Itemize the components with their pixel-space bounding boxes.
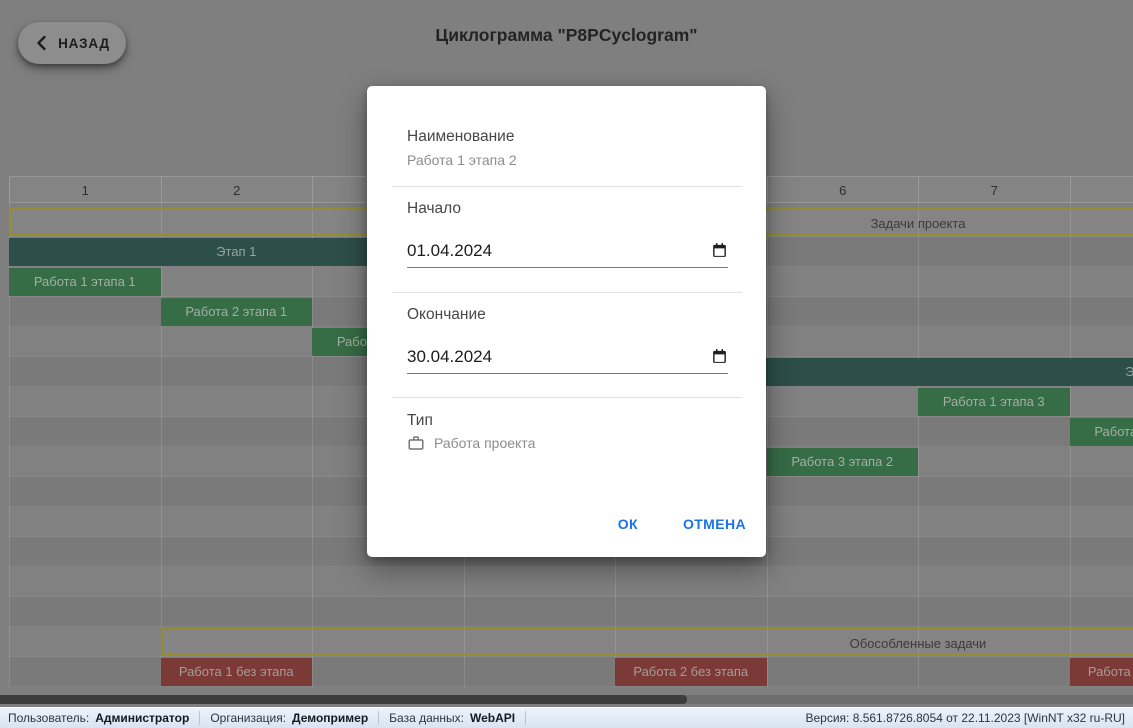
status-items: Пользователь: Администратор Организация: Де… (0, 708, 527, 728)
status-item: База данных: WebAPI (379, 711, 527, 725)
gantt-bar-nostage[interactable]: Работа 1 без этапа (160, 658, 312, 686)
column-header: 7 (918, 176, 1070, 203)
type-field-value: Работа проекта (434, 435, 536, 451)
grid-line (312, 176, 313, 687)
type-field-label: Тип (407, 412, 433, 429)
end-date-value[interactable]: 30.04.2024 (407, 346, 493, 366)
gantt-bar-work[interactable]: Работа 1 этапа 1 (9, 268, 161, 296)
status-item: Пользователь: Администратор (0, 711, 201, 725)
grid-row (9, 567, 1133, 597)
version-text: Версия: 8.561.8726.8054 от 22.11.2023 [W… (805, 711, 1125, 725)
start-date-label: Начало (407, 200, 462, 217)
chevron-left-icon (37, 35, 46, 51)
divider (392, 292, 742, 293)
gantt-bar-nostage[interactable]: Работа 2 без этапа (615, 658, 767, 686)
status-item-label: База данных: (389, 711, 464, 725)
divider (392, 186, 742, 187)
start-date-input[interactable]: 01.04.2024 (407, 234, 728, 268)
grid-line (9, 176, 10, 687)
calendar-icon[interactable] (711, 348, 728, 365)
cancel-button[interactable]: ОТМЕНА (681, 510, 748, 538)
horizontal-scrollbar-thumb[interactable] (0, 695, 687, 704)
grid-row (9, 597, 1133, 627)
end-date-label: Окончание (407, 306, 486, 323)
column-header: 2 (160, 176, 312, 203)
status-item-value: WebAPI (469, 711, 516, 725)
divider (392, 397, 742, 398)
end-date-input[interactable]: 30.04.2024 (407, 340, 728, 374)
name-field-value: Работа 1 этапа 2 (407, 152, 517, 168)
gantt-bar-summary[interactable]: Обособленные задачи (160, 628, 1133, 656)
status-item-label: Пользователь: (8, 711, 90, 725)
gantt-bar-work[interactable]: Работа 2 этапа 3 (1069, 418, 1133, 446)
status-item-value: Администратор (95, 711, 190, 725)
briefcase-icon (408, 436, 424, 450)
status-bar: Пользователь: Администратор Организация: Де… (0, 707, 1133, 728)
status-item: Организация: Демопример (200, 711, 380, 725)
task-edit-dialog: Наименование Работа 1 этапа 2 Начало 01.… (367, 86, 766, 557)
ok-button[interactable]: ОК (616, 510, 640, 538)
status-item-label: Организация: (210, 711, 287, 725)
page-title: Циклограмма "P8PCyclogram" (435, 25, 698, 45)
back-button[interactable]: НАЗАД (18, 22, 126, 64)
status-item-value: Демопример (292, 711, 369, 725)
grid-line (918, 176, 919, 687)
column-header: 1 (9, 176, 161, 203)
grid-line (766, 176, 768, 687)
grid-row (9, 627, 1133, 657)
name-field-label: Наименование (407, 128, 515, 145)
gantt-bar-nostage[interactable]: Работа 3 без этапа (1069, 658, 1133, 686)
calendar-icon[interactable] (711, 242, 728, 259)
grid-line (160, 176, 162, 687)
gantt-bar-work[interactable]: Работа 2 этапа 1 (160, 298, 312, 326)
column-header (1069, 176, 1133, 203)
back-button-label: НАЗАД (58, 35, 110, 51)
dialog-actions: ОК ОТМЕНА (616, 510, 748, 538)
type-field[interactable]: Работа проекта (407, 434, 535, 452)
gantt-bar-work[interactable]: Работа 1 этапа 3 (918, 388, 1070, 416)
column-header: 6 (766, 176, 918, 203)
gantt-bar-work[interactable]: Работа 3 этапа 2 (766, 448, 918, 476)
start-date-value[interactable]: 01.04.2024 (407, 240, 493, 260)
horizontal-scrollbar-track[interactable] (0, 695, 1133, 704)
